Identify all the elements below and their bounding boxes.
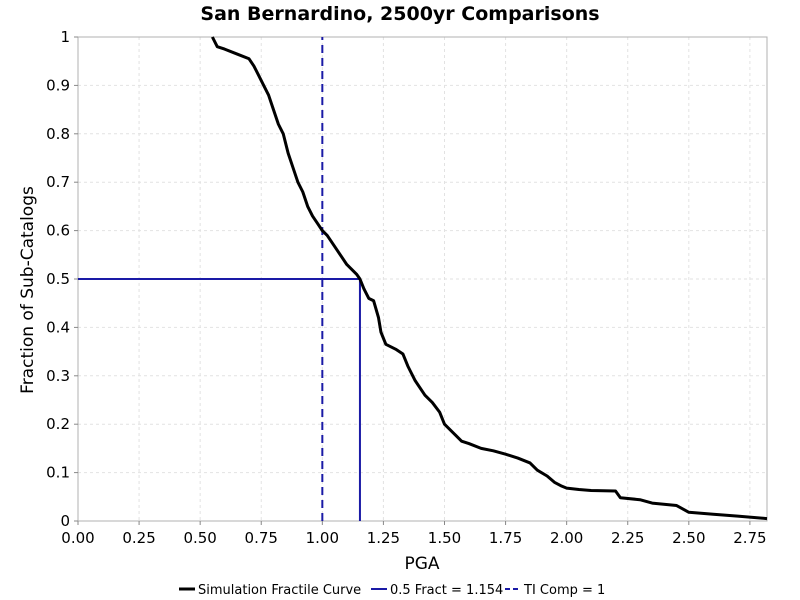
- x-tick-label: 2.50: [672, 529, 705, 547]
- x-tick-label: 2.25: [611, 529, 644, 547]
- x-tick-label: 2.75: [733, 529, 766, 547]
- y-tick-label: 0.4: [46, 318, 70, 336]
- legend-label: 0.5 Fract = 1.154: [390, 583, 503, 598]
- x-tick-label: 0.25: [122, 529, 155, 547]
- legend-label: Simulation Fractile Curve: [198, 583, 361, 598]
- series-line: [211, 36, 768, 521]
- x-tick-label: 1.50: [428, 529, 461, 547]
- x-axis-ticks: 0.00 0.25 0.50 0.75 1.00 1.25 1.50 1.75 2.00 2.25…: [61, 521, 767, 547]
- y-tick-label: 0.6: [46, 222, 70, 240]
- legend-label: TI Comp = 1: [523, 583, 605, 598]
- x-tick-label: 0.50: [183, 529, 216, 547]
- y-tick-label: 0.3: [46, 367, 70, 385]
- chart-title: San Bernardino, 2500yr Comparisons: [200, 3, 599, 25]
- y-tick-label: 0.2: [46, 415, 70, 433]
- y-axis-ticks: 0 0.1 0.2 0.3 0.4 0.5 0.6 0.7 0.8 0.9 1: [46, 28, 78, 530]
- series-line: [78, 278, 361, 521]
- y-tick-label: 0.7: [46, 173, 70, 191]
- legend: Simulation Fractile Curve 0.5 Fract = 1.1…: [179, 583, 605, 598]
- x-axis-label: PGA: [404, 554, 439, 574]
- x-tick-label: 1.00: [306, 529, 339, 547]
- y-tick-label: 0.5: [46, 270, 70, 288]
- x-tick-label: 1.75: [489, 529, 522, 547]
- y-tick-label: 0.1: [46, 464, 70, 482]
- x-tick-label: 2.00: [550, 529, 583, 547]
- y-tick-label: 0.8: [46, 125, 70, 143]
- y-tick-label: 0: [60, 512, 70, 530]
- y-tick-label: 0.9: [46, 76, 70, 94]
- series-layer: [78, 36, 768, 521]
- x-tick-label: 1.25: [367, 529, 400, 547]
- x-tick-label: 0.00: [61, 529, 94, 547]
- x-tick-label: 0.75: [245, 529, 278, 547]
- y-tick-label: 1: [60, 28, 70, 46]
- y-axis-label: Fraction of Sub-Catalogs: [18, 186, 38, 394]
